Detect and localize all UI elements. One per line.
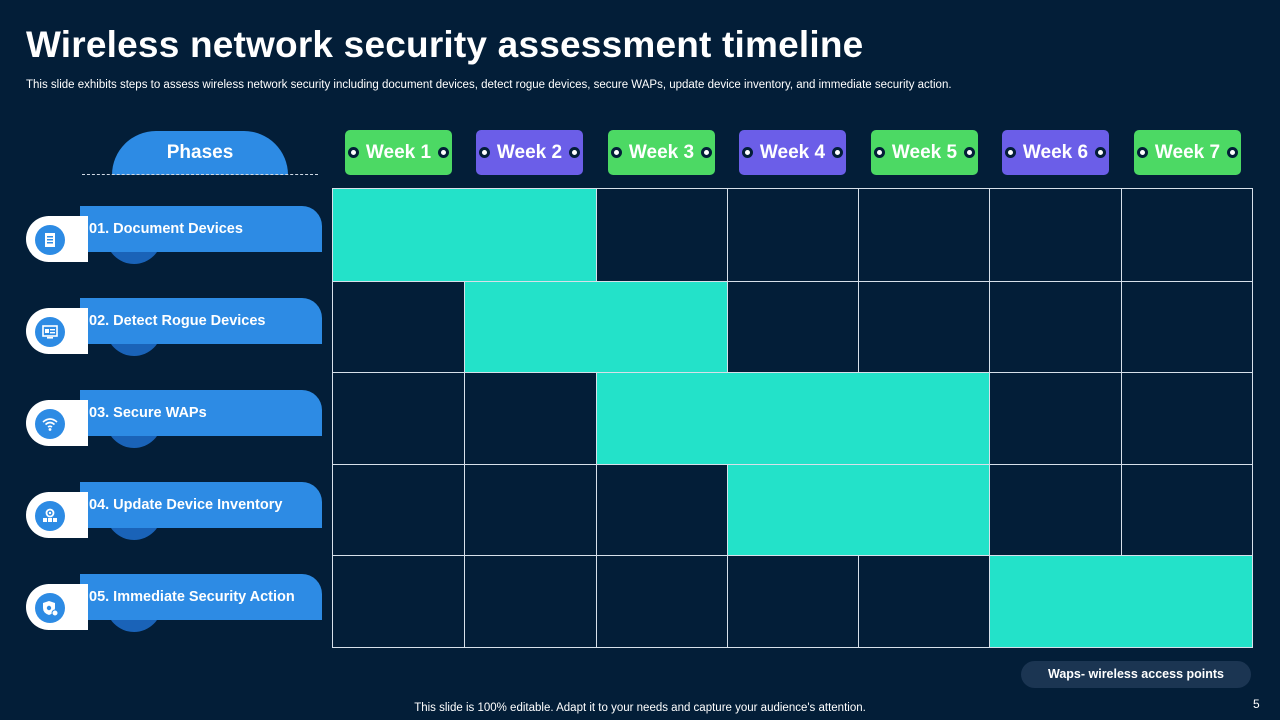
phase-label: 01. Document Devices: [89, 221, 243, 237]
task-bar: [595, 372, 990, 464]
grid-line: [464, 463, 466, 556]
grid-line: [595, 555, 597, 647]
task-bar: [726, 463, 990, 556]
footer-note: This slide is 100% editable. Adapt it to…: [414, 702, 866, 714]
week-label: Week 3: [628, 141, 695, 163]
phase-row-5: 05. Immediate Security Action: [26, 574, 322, 632]
week-header-2: Week 2: [476, 130, 583, 175]
slide-title: Wireless network security assessment tim…: [26, 24, 864, 65]
page-number: 5: [1253, 697, 1260, 711]
week-header-4: Week 4: [739, 130, 846, 175]
phase-row-3: 03. Secure WAPs: [26, 390, 322, 448]
grid-line: [595, 463, 597, 556]
phase-bar: [80, 390, 322, 436]
phase-label: 02. Detect Rogue Devices: [89, 313, 266, 329]
phase-bar: [80, 574, 322, 620]
grid-line: [726, 189, 728, 281]
week-label: Week 1: [365, 141, 432, 163]
slide-subtitle: This slide exhibits steps to assess wire…: [26, 79, 952, 91]
inventory-gear-icon: [35, 501, 65, 531]
shield-gear-icon: [35, 593, 65, 623]
week-label: Week 5: [891, 141, 958, 163]
grid-line: [333, 372, 1252, 374]
grid-line: [1120, 372, 1122, 464]
legend-note: Waps- wireless access points: [1021, 661, 1251, 688]
week-label: Week 2: [496, 141, 563, 163]
phase-bar: [80, 206, 322, 252]
phase-label: 04. Update Device Inventory: [89, 497, 283, 513]
phase-row-1: 01. Document Devices: [26, 206, 322, 264]
week-header-3: Week 3: [608, 130, 715, 175]
device-scan-icon: [35, 317, 65, 347]
grid-line: [989, 372, 991, 464]
phases-header: Phases: [112, 131, 288, 175]
phases-header-label: Phases: [166, 142, 234, 163]
grid-line: [1120, 280, 1122, 373]
task-bar: [989, 555, 1252, 647]
timeline-grid: [332, 188, 1253, 648]
grid-line: [333, 555, 1252, 557]
grid-line: [989, 280, 991, 373]
grid-line: [595, 372, 597, 464]
phases-divider: [82, 174, 318, 175]
phase-bar: [80, 482, 322, 528]
grid-line: [464, 280, 466, 373]
grid-line: [1120, 189, 1122, 281]
grid-line: [858, 280, 860, 373]
week-header-6: Week 6: [1002, 130, 1109, 175]
grid-line: [726, 280, 728, 373]
grid-line: [989, 555, 991, 647]
grid-line: [464, 555, 466, 647]
grid-line: [595, 189, 597, 281]
grid-line: [333, 280, 1252, 282]
grid-line: [989, 463, 991, 556]
phase-row-2: 02. Detect Rogue Devices: [26, 298, 322, 356]
grid-line: [858, 189, 860, 281]
week-header-7: Week 7: [1134, 130, 1241, 175]
week-header-1: Week 1: [345, 130, 452, 175]
legend-label: Waps- wireless access points: [1047, 667, 1224, 681]
grid-line: [464, 372, 466, 464]
grid-line: [726, 555, 728, 647]
grid-line: [858, 555, 860, 647]
week-label: Week 6: [1022, 141, 1089, 163]
week-label: Week 7: [1154, 141, 1221, 163]
task-bar: [333, 189, 596, 281]
grid-line: [989, 189, 991, 281]
task-bar: [464, 280, 727, 373]
week-header-5: Week 5: [871, 130, 978, 175]
grid-line: [1120, 463, 1122, 556]
wifi-icon: [35, 409, 65, 439]
phase-label: 05. Immediate Security Action: [89, 589, 295, 605]
week-label: Week 4: [759, 141, 826, 163]
document-icon: [35, 225, 65, 255]
phase-row-4: 04. Update Device Inventory: [26, 482, 322, 540]
phase-bar: [80, 298, 322, 344]
phase-label: 03. Secure WAPs: [89, 405, 207, 421]
grid-line: [726, 463, 728, 556]
grid-line: [333, 463, 1252, 465]
